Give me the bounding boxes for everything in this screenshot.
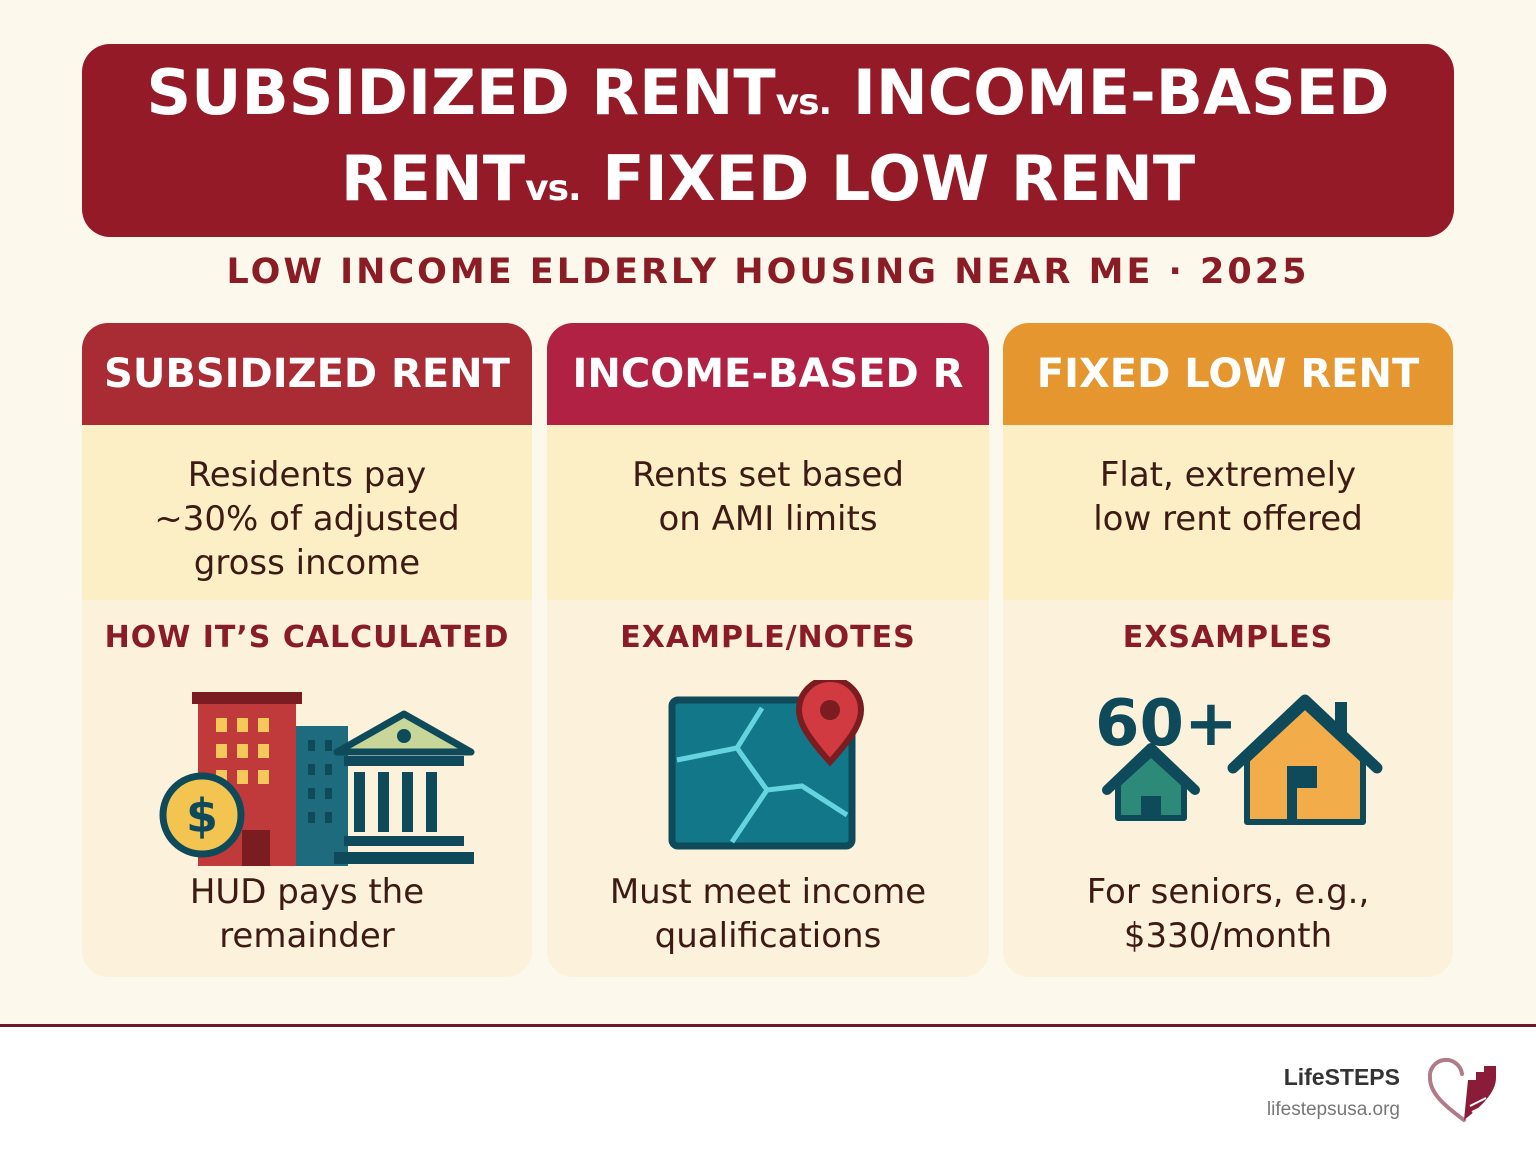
houses-illustration: 60+: [1095, 687, 1383, 825]
house-icon: [1227, 694, 1383, 825]
footer-divider: [0, 1024, 1536, 1027]
title-part: RENT: [340, 141, 526, 215]
title-part: INCOME-BASED: [852, 55, 1390, 129]
section-label: EXAMPLE/NOTES: [620, 620, 916, 655]
card-title: FIXED LOW RENT: [1003, 323, 1453, 425]
card-subsidized-rent: SUBSIDIZED RENT Residents pay ~30% of ad…: [82, 323, 532, 977]
brand-url[interactable]: lifestepsusa.org: [1266, 1099, 1400, 1120]
card-footer-text: HUD pays the remainder: [189, 872, 425, 956]
dollar-coin-icon: $: [159, 772, 245, 858]
card-footer-text: Must meet income qualifications: [609, 872, 927, 956]
title-line-2: RENTvs. FIXED LOW RENT: [341, 141, 1195, 227]
card-description-text: Residents pay ~30% of adjusted gross inc…: [154, 455, 460, 583]
title-line-1: SUBSIDIZED RENTvs. INCOME-BASED: [147, 55, 1390, 141]
buildings-illustration: $: [159, 692, 475, 866]
card-title: INCOME-BASED R: [547, 323, 989, 425]
title-banner: SUBSIDIZED RENTvs. INCOME-BASED RENTvs. …: [82, 44, 1454, 237]
lifesteps-logo-icon: [1427, 1057, 1496, 1122]
map-pin-icon: [795, 680, 865, 767]
age-label: 60+: [1095, 687, 1238, 761]
card-description: Flat, extremely low rent offered: [1003, 425, 1453, 600]
section-label: EXSAMPLES: [1122, 620, 1334, 655]
footer: [0, 1027, 1536, 1154]
brand-name: LifeSTEPS: [1283, 1064, 1400, 1090]
card-footer: HUD pays the remainder: [82, 870, 532, 958]
card-fixed-low-rent: FIXED LOW RENT Flat, extremely low rent …: [1003, 323, 1453, 977]
title-vs: vs.: [775, 81, 833, 123]
title-vs: vs.: [525, 167, 582, 209]
card-footer: For seniors, e.g., $330/month: [1003, 870, 1453, 958]
card-body: HOW IT’S CALCULATED: [82, 600, 532, 977]
small-house-icon: [1102, 743, 1200, 821]
card-body: EXAMPLE/NOTES Must meet income qualifica…: [547, 600, 989, 977]
card-description: Rents set based on AMI limits: [547, 425, 989, 600]
subtitle: LOW INCOME ELDERLY HOUSING NEAR ME · 202…: [226, 252, 1310, 292]
title-part: SUBSIDIZED RENT: [146, 55, 776, 129]
bank-icon: [333, 710, 475, 864]
title-part: FIXED LOW RENT: [602, 141, 1196, 215]
svg-text:$: $: [186, 789, 218, 843]
card-description-text: Rents set based on AMI limits: [632, 455, 904, 539]
card-income-based: INCOME-BASED R Rents set based on AMI li…: [547, 323, 989, 977]
card-title: SUBSIDIZED RENT: [82, 323, 532, 425]
map-illustration: [668, 680, 865, 850]
section-label: HOW IT’S CALCULATED: [104, 620, 510, 655]
card-footer-text: For seniors, e.g., $330/month: [1086, 872, 1370, 956]
card-footer: Must meet income qualifications: [547, 870, 989, 958]
card-description-text: Flat, extremely low rent offered: [1093, 455, 1363, 539]
card-description: Residents pay ~30% of adjusted gross inc…: [82, 425, 532, 600]
card-body: EXSAMPLES 60+ For seniors, e.g., $330/mo…: [1003, 600, 1453, 977]
